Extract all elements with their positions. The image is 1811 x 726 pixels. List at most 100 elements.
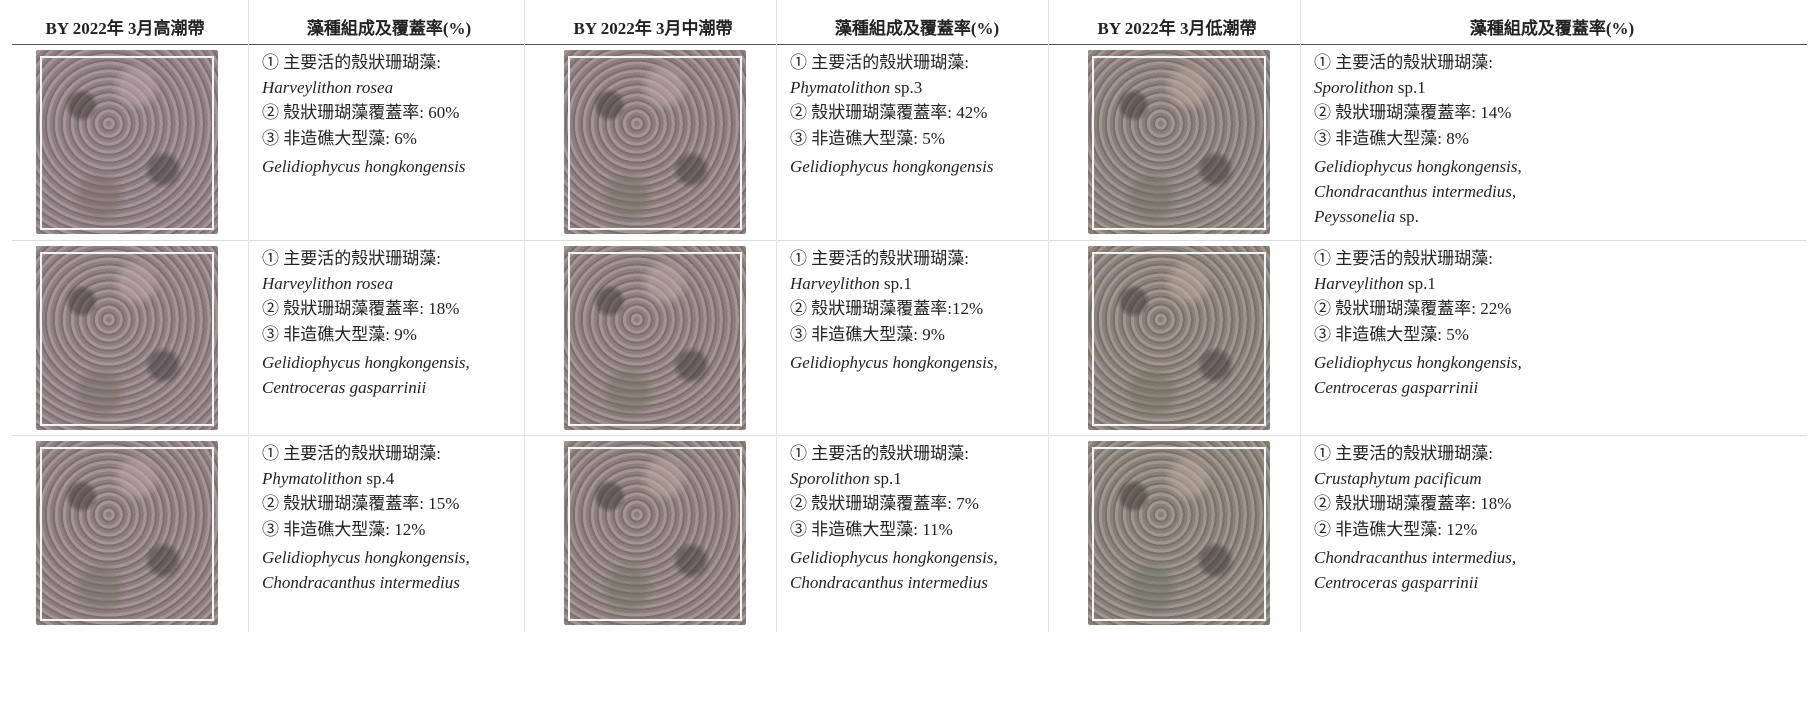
species-name: Sporolithon — [790, 469, 870, 488]
species-name: Harveylithon rosea — [262, 78, 394, 97]
coverage: ② 殼狀珊瑚藻覆蓋率: 15% — [262, 494, 460, 513]
quadrat-photo — [564, 50, 746, 234]
species-name: sp.1 — [879, 274, 912, 293]
column-divider — [248, 0, 249, 632]
species-name: Gelidiophycus hongkongensis, — [262, 548, 470, 567]
macroalgae: ③ 非造礁大型藻: 12% — [262, 520, 426, 539]
species-name: sp.1 — [1403, 274, 1436, 293]
species-name: Phymatolithon — [790, 78, 891, 97]
dominant-label: ① 主要活的殼狀珊瑚藻: — [1314, 249, 1493, 268]
quadrat-photo — [36, 50, 218, 234]
site-header: BY 2022年 3月中潮帶 — [573, 19, 733, 38]
species-name: Gelidiophycus hongkongensis, — [790, 548, 998, 567]
quadrat-frame — [568, 447, 742, 621]
species-name: sp.1 — [869, 469, 902, 488]
species-line: Phymatolithon sp.4 — [262, 468, 394, 490]
species-line: Gelidiophycus hongkongensis, — [1314, 156, 1522, 178]
coverage: ② 殼狀珊瑚藻覆蓋率: 18% — [262, 299, 460, 318]
species-line: Gelidiophycus hongkongensis, — [262, 547, 470, 569]
species-name: Chondracanthus intermedius — [262, 573, 460, 592]
species-line: Harveylithon rosea — [262, 77, 393, 99]
panel-divider — [524, 0, 525, 632]
species-name: Centroceras gasparrinii — [262, 378, 427, 397]
dominant-label: ① 主要活的殼狀珊瑚藻: — [1314, 444, 1493, 463]
species-name: Gelidiophycus hongkongensis — [790, 157, 994, 176]
species-line: Gelidiophycus hongkongensis — [262, 156, 466, 178]
species-line: Gelidiophycus hongkongensis — [790, 156, 994, 178]
dominant-label: ① 主要活的殼狀珊瑚藻: — [1314, 53, 1493, 72]
quadrat-photo — [1088, 50, 1270, 234]
species-line: Harveylithon rosea — [262, 273, 393, 295]
column-divider — [776, 0, 777, 632]
quadrat-photo — [1088, 441, 1270, 625]
species-line: Centroceras gasparrinii — [1314, 572, 1478, 594]
site-header: BY 2022年 3月低潮帶 — [1097, 19, 1257, 38]
quadrat-frame — [1092, 56, 1266, 230]
composition-header: 藻種組成及覆蓋率(%) — [1469, 19, 1635, 38]
column-divider — [1300, 0, 1301, 632]
species-line: Phymatolithon sp.3 — [790, 77, 922, 99]
species-name: Sporolithon — [1314, 78, 1394, 97]
species-name: Harveylithon rosea — [262, 274, 394, 293]
dominant-label: ① 主要活的殼狀珊瑚藻: — [790, 444, 969, 463]
macroalgae: ③ 非造礁大型藻: 5% — [790, 129, 945, 148]
species-line: Gelidiophycus hongkongensis, — [790, 547, 998, 569]
species-line: Chondracanthus intermedius — [262, 572, 460, 594]
panel-divider — [1048, 0, 1049, 632]
row-rule — [12, 435, 1807, 436]
quadrat-frame — [1092, 447, 1266, 621]
coverage: ② 殼狀珊瑚藻覆蓋率: 60% — [262, 103, 460, 122]
coverage: ② 殼狀珊瑚藻覆蓋率: 14% — [1314, 103, 1512, 122]
species-name: Chondracanthus intermedius, — [1314, 548, 1517, 567]
species-name: Harveylithon — [790, 274, 880, 293]
species-name: Gelidiophycus hongkongensis, — [262, 353, 470, 372]
macroalgae: ③ 非造礁大型藻: 5% — [1314, 325, 1469, 344]
species-line: Centroceras gasparrinii — [1314, 377, 1478, 399]
species-line: Harveylithon sp.1 — [790, 273, 912, 295]
coverage: ② 殼狀珊瑚藻覆蓋率: 18% — [1314, 494, 1512, 513]
species-name: Crustaphytum pacificum — [1314, 469, 1482, 488]
species-name: Peyssonelia — [1314, 207, 1396, 226]
composition-header: 藻種組成及覆蓋率(%) — [834, 19, 1000, 38]
macroalgae: ③ 非造礁大型藻: 11% — [790, 520, 953, 539]
species-name: Chondracanthus intermedius — [790, 573, 988, 592]
coverage: ② 殼狀珊瑚藻覆蓋率: 42% — [790, 103, 988, 122]
species-line: Gelidiophycus hongkongensis, — [1314, 352, 1522, 374]
quadrat-frame — [40, 252, 214, 426]
quadrat-frame — [568, 252, 742, 426]
quadrat-frame — [1092, 252, 1266, 426]
macroalgae: ③ 非造礁大型藻: 6% — [262, 129, 417, 148]
species-name: Gelidiophycus hongkongensis, — [1314, 353, 1522, 372]
site-header: BY 2022年 3月高潮帶 — [45, 19, 205, 38]
species-name: Gelidiophycus hongkongensis — [262, 157, 466, 176]
species-name: sp.3 — [890, 78, 923, 97]
macroalgae: ③ 非造礁大型藻: 8% — [1314, 129, 1469, 148]
species-name: Gelidiophycus hongkongensis, — [790, 353, 998, 372]
species-name: Chondracanthus intermedius, — [1314, 182, 1517, 201]
species-name: Centroceras gasparrinii — [1314, 378, 1479, 397]
species-line: Centroceras gasparrinii — [262, 377, 426, 399]
dominant-label: ① 主要活的殼狀珊瑚藻: — [262, 444, 441, 463]
coverage: ② 殼狀珊瑚藻覆蓋率: 7% — [790, 494, 979, 513]
coverage: ② 殼狀珊瑚藻覆蓋率:12% — [790, 299, 984, 318]
quadrat-photo — [36, 246, 218, 430]
dominant-label: ① 主要活的殼狀珊瑚藻: — [790, 53, 969, 72]
species-line: Gelidiophycus hongkongensis, — [262, 352, 470, 374]
species-line: Chondracanthus intermedius, — [1314, 181, 1516, 203]
quadrat-frame — [40, 56, 214, 230]
coverage: ② 殼狀珊瑚藻覆蓋率: 22% — [1314, 299, 1512, 318]
quadrat-frame — [568, 56, 742, 230]
quadrat-photo — [36, 441, 218, 625]
species-name: sp.1 — [1393, 78, 1426, 97]
species-name: Centroceras gasparrinii — [1314, 573, 1479, 592]
species-line: Crustaphytum pacificum — [1314, 468, 1482, 490]
quadrat-frame — [40, 447, 214, 621]
species-name: sp. — [1395, 207, 1419, 226]
macroalgae: ③ 非造礁大型藻: 9% — [262, 325, 417, 344]
species-line: Sporolithon sp.1 — [1314, 77, 1426, 99]
row-rule — [12, 240, 1807, 241]
dominant-label: ① 主要活的殼狀珊瑚藻: — [262, 249, 441, 268]
dominant-label: ① 主要活的殼狀珊瑚藻: — [262, 53, 441, 72]
macroalgae: ② 非造礁大型藻: 12% — [1314, 520, 1478, 539]
